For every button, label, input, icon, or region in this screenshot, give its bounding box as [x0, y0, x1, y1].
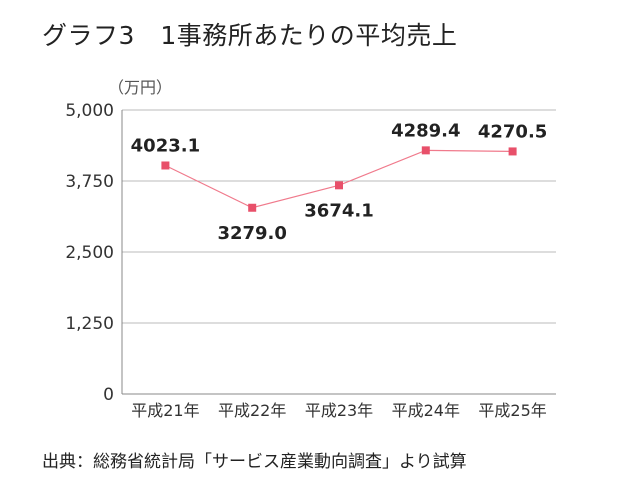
data-label: 4023.1: [131, 135, 200, 156]
data-labels: 4023.1 3279.0 3674.1 4289.4 4270.5: [131, 120, 548, 243]
data-point: [335, 181, 343, 190]
data-label: 3674.1: [304, 200, 373, 221]
axes: [121, 110, 556, 395]
data-label: 4289.4: [391, 120, 460, 141]
y-axis-unit-label: （万円）: [108, 78, 172, 97]
chart-title: グラフ3 1事務所あたりの平均売上: [42, 21, 458, 50]
gridlines: [122, 109, 556, 324]
y-tick-label: 0: [103, 385, 114, 405]
data-label: 3279.0: [217, 223, 286, 244]
series-markers: [161, 146, 517, 212]
y-tick-label: 3,750: [65, 172, 114, 192]
x-tick-label: 平成24年: [392, 401, 460, 420]
source-note: 出典：総務省統計局「サービス産業動向調査」より試算: [42, 452, 467, 472]
x-tick-labels: 平成21年 平成22年 平成23年 平成24年 平成25年: [131, 401, 547, 420]
series-line: [165, 149, 513, 209]
y-tick-label: 1,250: [65, 314, 114, 334]
y-tick-label: 5,000: [65, 101, 114, 121]
data-point: [421, 146, 430, 155]
data-point: [248, 203, 257, 212]
x-tick-label: 平成25年: [478, 401, 546, 420]
x-tick-label: 平成23年: [305, 401, 373, 420]
y-tick-label: 2,500: [65, 243, 114, 263]
x-tick-label: 平成22年: [218, 401, 286, 420]
y-tick-labels: 0 1,250 2,500 3,750 5,000: [65, 101, 114, 405]
series-line: [165, 149, 513, 209]
data-label: 4270.5: [478, 121, 547, 142]
x-tick-label: 平成21年: [131, 401, 199, 420]
data-point: [161, 161, 170, 170]
data-point: [508, 147, 517, 156]
